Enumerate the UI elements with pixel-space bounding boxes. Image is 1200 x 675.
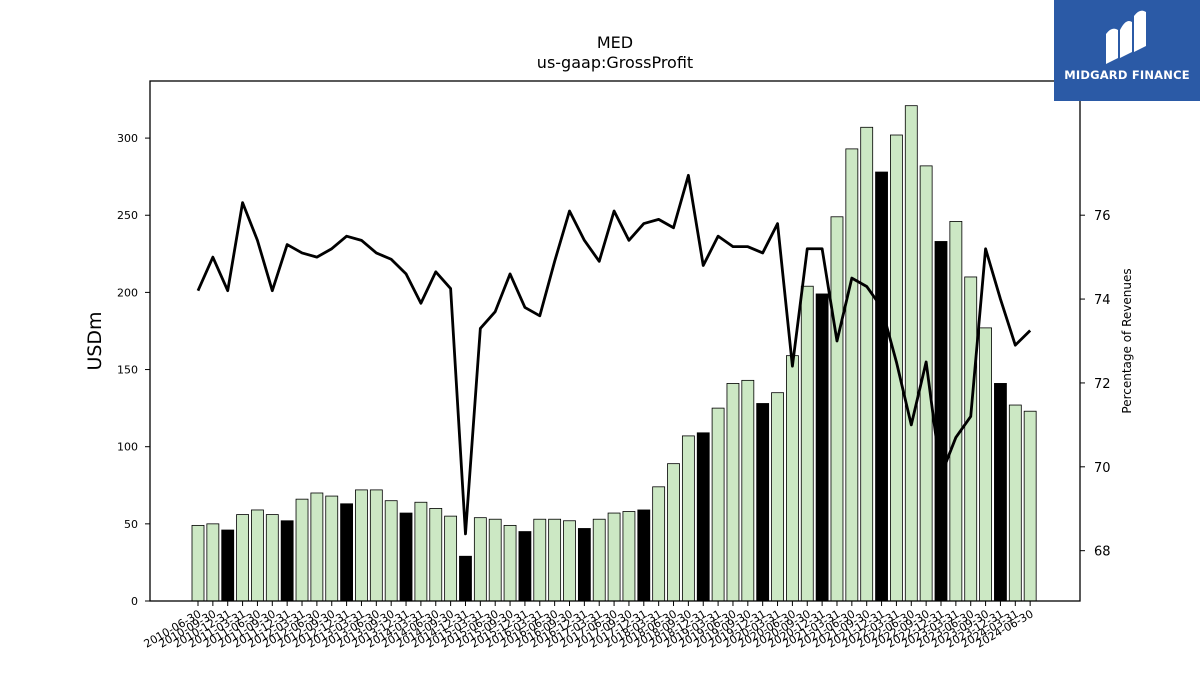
plot-frame — [149, 80, 1081, 602]
bar — [265, 514, 279, 602]
bar — [444, 515, 458, 602]
logo-text: MIDGARD FINANCE — [1064, 68, 1190, 82]
y-tick-label: 100 — [117, 441, 138, 454]
bar — [340, 503, 354, 602]
bar — [1008, 404, 1022, 602]
bar — [800, 285, 814, 602]
y2-tick-label: 70 — [1094, 461, 1111, 476]
bar — [845, 148, 859, 602]
midgard-finance-logo: MIDGARD FINANCE — [1054, 0, 1200, 101]
y-tick-label: 300 — [117, 132, 138, 145]
chart-subtitle: us-gaap:GrossProfit — [537, 53, 693, 72]
left-axis: 0 50 100 150 200 250 300 — [117, 132, 150, 608]
bar — [503, 524, 517, 602]
bar — [488, 518, 502, 602]
series-line — [196, 173, 1032, 536]
bar — [592, 518, 606, 602]
bar — [994, 383, 1007, 602]
bar — [473, 517, 487, 602]
bar — [399, 512, 413, 602]
bar — [681, 435, 695, 602]
bar — [236, 514, 249, 602]
bar — [979, 327, 992, 602]
line-layer — [196, 173, 1032, 536]
y2-tick-label: 68 — [1094, 545, 1111, 560]
bar — [251, 509, 264, 602]
bar — [949, 221, 963, 602]
bar — [607, 512, 621, 602]
bar — [622, 511, 636, 602]
bar — [1023, 410, 1037, 602]
y2-tick-label: 76 — [1094, 209, 1111, 224]
bar — [667, 463, 680, 602]
bars — [191, 105, 1037, 602]
bar — [369, 489, 383, 602]
bar — [577, 528, 591, 602]
bar — [756, 403, 770, 602]
bar — [191, 524, 205, 602]
bar — [815, 293, 829, 602]
y-axis-label: USDm — [84, 311, 106, 370]
bar — [384, 500, 398, 602]
bar — [548, 518, 562, 602]
y-tick-label: 0 — [131, 595, 138, 608]
bar — [295, 498, 309, 602]
bar — [355, 489, 368, 602]
bar — [934, 241, 948, 602]
bar — [563, 520, 576, 602]
x-axis: 2010-06-302010-09-302010-12-312011-03-31… — [142, 601, 1036, 651]
chart-title: MED — [597, 33, 633, 52]
bar — [904, 105, 918, 602]
bar — [786, 355, 799, 602]
y2-axis-label: Percentage of Revenues — [1120, 268, 1134, 413]
bar — [741, 379, 755, 602]
bar — [325, 495, 339, 602]
bar — [726, 383, 740, 602]
midgard-logo-icon — [1106, 10, 1146, 65]
bar — [830, 216, 844, 602]
bar — [206, 523, 220, 602]
bar — [533, 518, 547, 602]
y-tick-label: 250 — [117, 209, 138, 222]
bar — [964, 276, 978, 602]
bar — [518, 531, 532, 602]
right-axis: 68 70 72 74 76 — [1080, 209, 1111, 560]
bar — [459, 555, 472, 602]
bar — [875, 171, 888, 602]
bar — [414, 501, 428, 602]
y2-tick-label: 74 — [1094, 293, 1111, 308]
bar — [771, 392, 784, 602]
bar — [637, 509, 651, 602]
bar — [711, 407, 725, 602]
y-tick-label: 200 — [117, 286, 138, 299]
bar — [221, 529, 235, 602]
bar — [652, 486, 666, 602]
y2-tick-label: 72 — [1094, 377, 1111, 392]
y-tick-label: 150 — [117, 364, 138, 377]
bar — [429, 508, 443, 602]
bar — [280, 520, 294, 602]
bar — [860, 126, 874, 602]
y-tick-label: 50 — [124, 518, 138, 531]
bar — [696, 432, 710, 602]
bar — [310, 492, 324, 602]
